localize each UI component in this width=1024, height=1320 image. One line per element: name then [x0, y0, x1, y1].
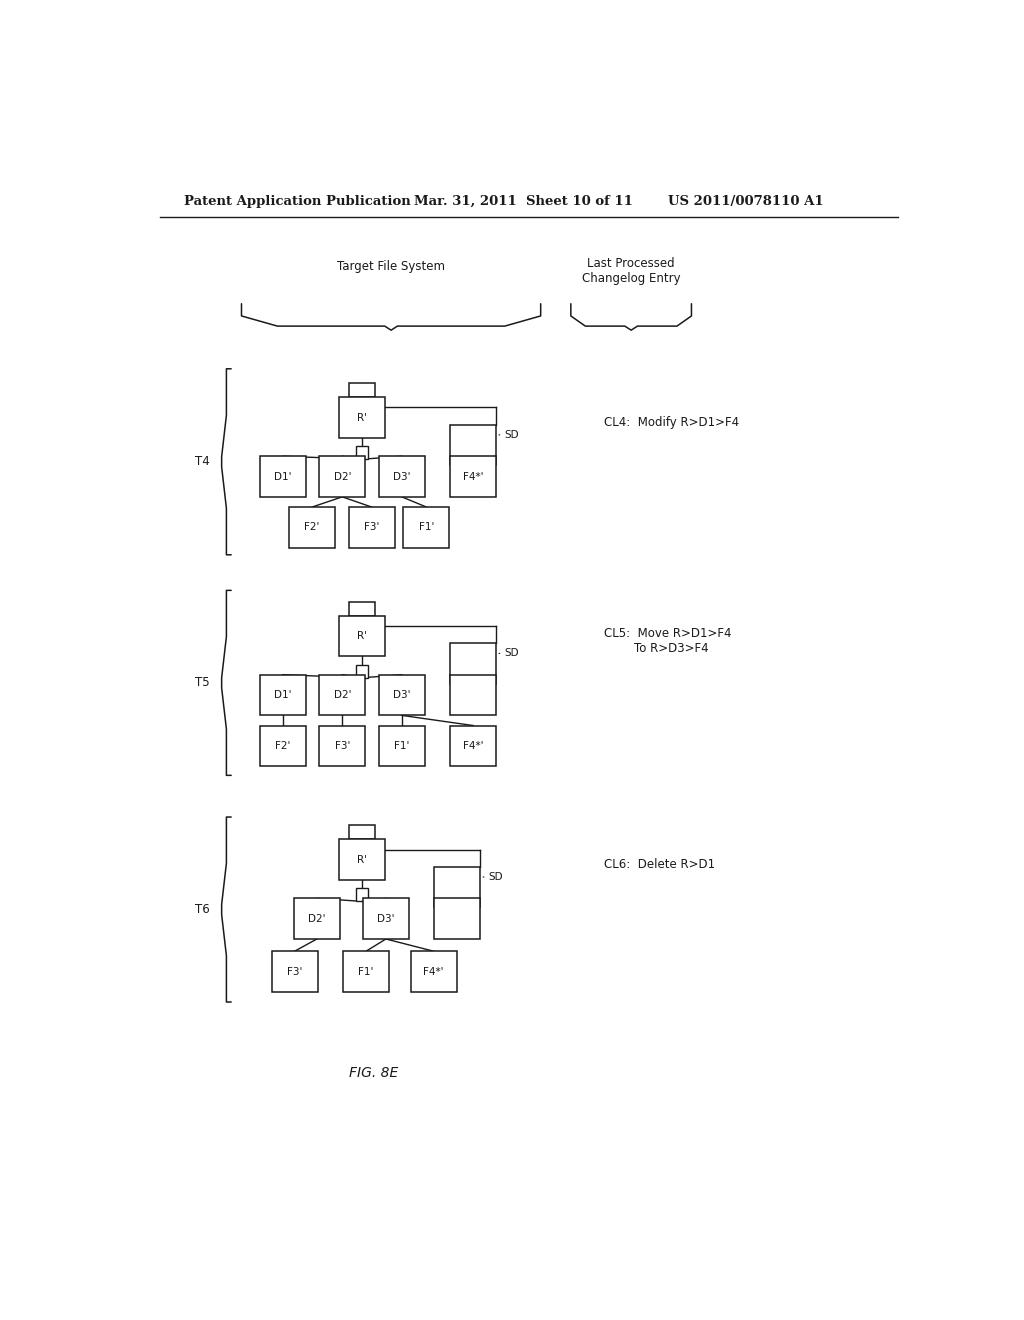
FancyBboxPatch shape [379, 675, 425, 715]
Text: D1': D1' [274, 471, 292, 482]
Text: SD: SD [488, 873, 503, 882]
Text: F3': F3' [287, 966, 302, 977]
Text: D2': D2' [334, 471, 351, 482]
FancyBboxPatch shape [319, 675, 366, 715]
FancyBboxPatch shape [260, 675, 306, 715]
FancyBboxPatch shape [434, 867, 480, 907]
FancyBboxPatch shape [451, 425, 497, 466]
FancyBboxPatch shape [379, 457, 425, 496]
FancyBboxPatch shape [451, 457, 497, 496]
FancyBboxPatch shape [289, 507, 335, 548]
Text: F2': F2' [304, 523, 319, 532]
Text: F2': F2' [275, 741, 291, 751]
FancyBboxPatch shape [356, 888, 368, 902]
Text: US 2011/0078110 A1: US 2011/0078110 A1 [668, 194, 823, 207]
Text: T4: T4 [195, 455, 210, 469]
FancyBboxPatch shape [260, 457, 306, 496]
Text: CL6:  Delete R>D1: CL6: Delete R>D1 [604, 858, 716, 871]
FancyBboxPatch shape [349, 383, 375, 397]
Text: R': R' [357, 855, 368, 865]
FancyBboxPatch shape [343, 952, 389, 991]
FancyBboxPatch shape [260, 726, 306, 766]
Text: D3': D3' [393, 690, 411, 700]
FancyBboxPatch shape [319, 457, 366, 496]
Text: F3': F3' [335, 741, 350, 751]
Text: Target File System: Target File System [337, 260, 445, 273]
FancyBboxPatch shape [362, 899, 409, 939]
FancyBboxPatch shape [349, 602, 375, 615]
Text: CL4:  Modify R>D1>F4: CL4: Modify R>D1>F4 [604, 416, 739, 429]
FancyBboxPatch shape [451, 675, 497, 715]
Text: Last Processed
Changelog Entry: Last Processed Changelog Entry [582, 257, 681, 285]
Text: T5: T5 [196, 676, 210, 689]
Text: F4*': F4*' [463, 741, 483, 751]
Text: D2': D2' [308, 913, 326, 924]
Text: Mar. 31, 2011  Sheet 10 of 11: Mar. 31, 2011 Sheet 10 of 11 [414, 194, 633, 207]
Text: CL5:  Move R>D1>F4
        To R>D3>F4: CL5: Move R>D1>F4 To R>D3>F4 [604, 627, 732, 655]
Text: R': R' [357, 413, 368, 422]
FancyBboxPatch shape [339, 615, 385, 656]
Text: D3': D3' [377, 913, 394, 924]
FancyBboxPatch shape [451, 726, 497, 766]
Text: D3': D3' [393, 471, 411, 482]
Text: F4*': F4*' [423, 966, 443, 977]
Text: SD: SD [504, 648, 519, 659]
FancyBboxPatch shape [434, 899, 480, 939]
Text: F4*': F4*' [463, 471, 483, 482]
FancyBboxPatch shape [271, 952, 317, 991]
Text: F3': F3' [364, 523, 379, 532]
Text: R': R' [357, 631, 368, 642]
Text: F1': F1' [419, 523, 434, 532]
FancyBboxPatch shape [356, 446, 368, 459]
FancyBboxPatch shape [403, 507, 450, 548]
FancyBboxPatch shape [379, 726, 425, 766]
Text: SD: SD [504, 430, 519, 440]
Text: Patent Application Publication: Patent Application Publication [183, 194, 411, 207]
FancyBboxPatch shape [294, 899, 340, 939]
FancyBboxPatch shape [339, 397, 385, 438]
FancyBboxPatch shape [348, 507, 394, 548]
FancyBboxPatch shape [356, 664, 368, 677]
FancyBboxPatch shape [451, 643, 497, 684]
Text: F1': F1' [358, 966, 374, 977]
FancyBboxPatch shape [349, 825, 375, 840]
Text: T6: T6 [195, 903, 210, 916]
FancyBboxPatch shape [339, 840, 385, 880]
FancyBboxPatch shape [319, 726, 366, 766]
Text: FIG. 8E: FIG. 8E [349, 1067, 398, 1080]
Text: D2': D2' [334, 690, 351, 700]
FancyBboxPatch shape [411, 952, 457, 991]
Text: F1': F1' [394, 741, 410, 751]
Text: D1': D1' [274, 690, 292, 700]
